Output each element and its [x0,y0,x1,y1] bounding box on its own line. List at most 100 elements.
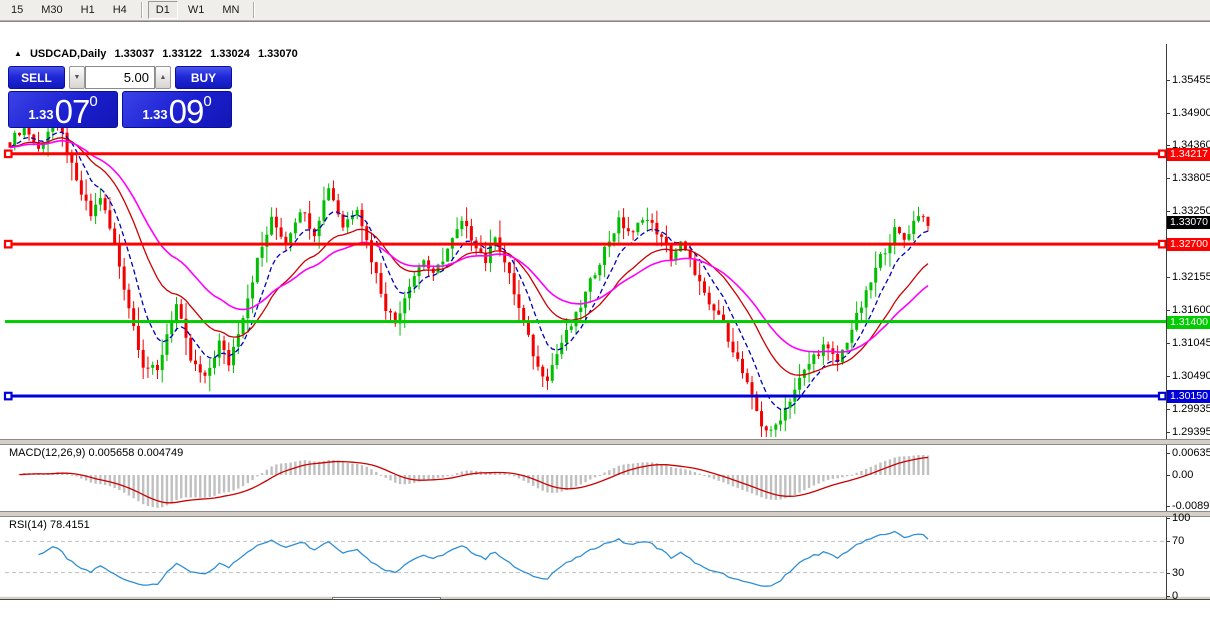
candle [593,272,597,280]
horizontal-line-1.32700[interactable] [5,242,1166,246]
candle [831,341,835,365]
macd-rsi-splitter[interactable] [0,511,1210,517]
candle [322,186,326,226]
macd-histogram-bar [170,475,173,504]
horizontal-line-1.34217[interactable] [5,152,1166,156]
macd-histogram-bar [351,463,354,475]
line-handle[interactable] [3,391,13,401]
rsi-axis-tick [1166,541,1170,542]
macd-histogram-bar [650,462,654,475]
macd-histogram-bar [560,475,563,492]
buy-price-panel[interactable]: 1.33 09 0 [122,91,232,128]
timeframe-button-MN[interactable]: MN [222,4,240,16]
chart-ohlc-header: ▲ USDCAD,Daily 1.33037 1.33122 1.33024 1… [14,48,303,60]
rsi-label: RSI(14) 78.4151 [9,519,90,531]
toolbar-separator [140,2,142,18]
macd-axis-label: -0.008978 [1172,500,1210,512]
timeframe-button-H1[interactable]: H1 [80,4,95,16]
timeframe-button-M30[interactable]: M30 [41,4,63,16]
macd-histogram-bar [893,457,896,475]
candle [122,257,126,301]
macd-histogram-bar [375,471,378,475]
line-handle[interactable] [1157,391,1167,401]
sell-price-panel[interactable]: 1.33 07 0 [8,91,118,128]
price-axis-tick [1166,211,1170,212]
candle [389,308,393,321]
macd-histogram-bar [612,468,616,475]
main-macd-splitter[interactable] [0,439,1210,445]
toolbar-separator [253,2,255,18]
line-price-label: 1.34217 [1167,148,1210,161]
line-handle[interactable] [1157,239,1167,249]
macd-histogram-bar [826,475,830,480]
line-handle[interactable] [3,239,13,249]
horizontal-line-1.30150[interactable] [5,394,1166,398]
candle [65,123,69,164]
candle [270,207,274,236]
timeframe-toolbar: 15 M30 H1 H4 D1 W1 MN [0,0,1210,21]
macd-histogram-bar [246,475,250,484]
price-axis-label: 1.33250 [1172,205,1210,217]
macd-histogram-bar [227,475,230,492]
rsi-axis-tick [1166,518,1170,519]
macd-histogram-bar [708,475,711,478]
candle [741,351,745,379]
timeframe-button-W1[interactable]: W1 [187,4,205,16]
timeframe-button-D1[interactable]: D1 [147,1,178,19]
horizontal-line-1.31400[interactable] [5,320,1166,324]
candle [255,257,259,284]
macd-histogram-bar [122,475,126,493]
macd-indicator-canvas[interactable] [5,443,1166,511]
candle [512,258,516,306]
candle [798,364,802,395]
macd-histogram-bar [84,475,88,481]
macd-histogram-bar [108,475,112,487]
line-handle[interactable] [1157,149,1167,159]
macd-histogram-bar [665,465,668,475]
macd-histogram-bar [113,475,116,488]
candle [565,318,569,351]
macd-histogram-bar [265,469,269,475]
volume-decrease-button[interactable]: ▼ [69,66,85,89]
rsi-indicator-canvas[interactable] [5,515,1166,599]
buy-button[interactable]: BUY [175,66,232,89]
macd-histogram-bar [841,475,844,478]
candle [902,232,906,249]
candle [584,291,588,324]
macd-axis-label: 0.006355 [1172,447,1210,459]
candle [98,187,102,212]
date-axis: 17 May 20195 Jun 201924 Jun 201912 Jul 2… [0,599,1210,618]
volume-increase-button[interactable]: ▲ [155,66,171,89]
macd-histogram-bar [184,475,188,498]
timeframe-button-15[interactable]: 15 [11,4,24,16]
candle [617,210,621,245]
line-handle[interactable] [3,149,13,159]
candle [436,263,440,274]
collapse-chart-icon[interactable]: ▲ [14,49,22,58]
macd-histogram-bar [332,459,335,475]
macd-histogram-bar [218,475,221,494]
sell-button[interactable]: SELL [8,66,65,89]
macd-histogram-bar [769,475,773,500]
volume-input[interactable] [85,66,155,89]
macd-histogram-bar [70,474,74,476]
candle [284,231,288,252]
macd-histogram-bar [679,468,682,475]
macd-histogram-bar [180,475,183,499]
candle [208,359,212,392]
macd-histogram-bar [484,472,487,475]
main-chart-canvas[interactable] [3,46,1167,439]
macd-histogram-bar [384,475,387,478]
macd-histogram-bar [275,464,278,475]
macd-histogram-bar [356,463,359,475]
candle [279,217,283,240]
buy-price-base: 1.33 [142,107,168,122]
macd-histogram-bar [260,472,264,475]
line-price-label: 1.30150 [1167,390,1210,403]
timeframe-button-H4[interactable]: H4 [112,4,127,16]
price-axis-separator [1166,44,1167,599]
candle [350,210,354,225]
candle [731,327,735,358]
ohlc-high: 1.33122 [162,48,203,60]
candle [412,271,416,294]
